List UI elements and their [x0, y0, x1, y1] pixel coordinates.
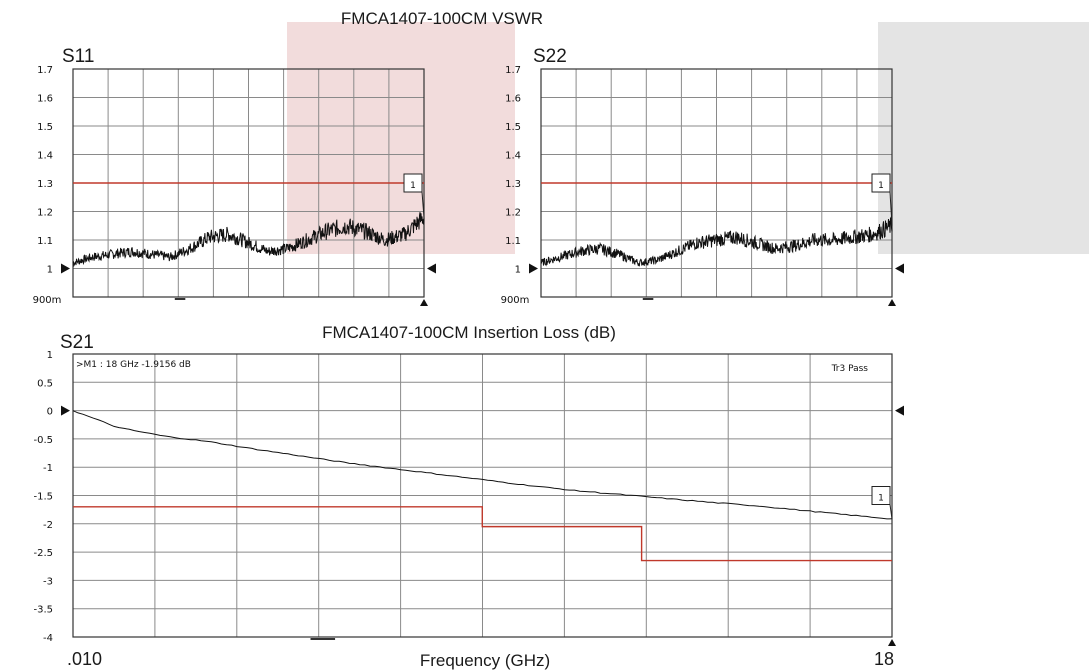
s21-ytick-label: -0.5	[33, 435, 53, 446]
s21-ytick-label: -3.5	[33, 605, 53, 616]
s22-ytick-label: 1	[515, 265, 521, 276]
s11-ytick-label: 1.7	[37, 65, 53, 76]
s21-ytick-label: 0.5	[37, 378, 53, 389]
s21-panel-label: S21	[60, 332, 94, 353]
s22-ytick-label: 1.5	[505, 122, 521, 133]
s21-chart: S21 1 0.5 0 -0.5 -1 -1.5 -2 -2.5 -3 -3.5 -4 1 >M1 : 1…	[33, 332, 904, 669]
s22-marker-label: 1	[878, 181, 884, 191]
s21-plot-frame	[72, 353, 893, 638]
s22-marker-box	[871, 173, 891, 193]
s21-marker-annotation: >M1 : 18 GHz -1.9156 dB	[76, 360, 191, 370]
s21-ytick-label: -1	[43, 463, 53, 474]
s21-trace	[72, 410, 893, 520]
s11-ytick-label: 1.2	[37, 208, 53, 219]
s22-ytick-label: 1.6	[505, 94, 521, 105]
s21-x-stop-label: 18	[874, 649, 894, 669]
s22-left-reference-arrow	[529, 263, 538, 274]
s11-ytick-label: 1.4	[37, 151, 53, 162]
s22-ytick-label: 1.2	[505, 208, 521, 219]
s11-chart: S11 1.7 1.6 1.5 1.4 1.3 1.2 1.1 1 900m 1	[33, 46, 436, 306]
s11-marker-leader	[421, 191, 425, 218]
s11-x-stop-arrow	[420, 299, 428, 306]
insertion-loss-title: FMCA1407-100CM Insertion Loss (dB)	[322, 323, 616, 342]
s11-right-reference-arrow	[427, 263, 436, 274]
s21-ytick-label: -1.5	[33, 492, 53, 503]
s21-right-reference-arrow	[895, 405, 904, 416]
s22-ytick-label: 1.1	[505, 236, 521, 247]
s22-ytick-label: 1.4	[505, 151, 521, 162]
s21-marker-label: 1	[878, 494, 884, 504]
s11-left-reference-arrow	[61, 263, 70, 274]
s11-ytick-label: 1.3	[37, 179, 53, 190]
frequency-axis-label: Frequency (GHz)	[420, 651, 550, 670]
s11-ytick-label: 1	[47, 265, 53, 276]
s11-ytick-label: 1.5	[37, 122, 53, 133]
s22-trace	[540, 215, 893, 267]
s11-ytick-bottom-label: 900m	[33, 295, 62, 306]
s11-marker-label: 1	[410, 181, 416, 191]
s22-x-stop-arrow	[888, 299, 896, 306]
s21-ytick-label: -3	[43, 576, 53, 587]
vswr-title: FMCA1407-100CM VSWR	[341, 9, 543, 28]
s21-ytick-label: 0	[47, 407, 53, 418]
s11-trace	[72, 212, 425, 268]
s22-chart: S22 1.7 1.6 1.5 1.4 1.3 1.2 1.1 1 900m 1	[501, 46, 904, 306]
s21-ytick-label: -2.5	[33, 548, 53, 559]
s11-marker-box	[403, 173, 423, 193]
s21-x-start-label: .010	[67, 649, 102, 669]
s21-x-stop-arrow	[888, 639, 896, 646]
s22-right-reference-arrow	[895, 263, 904, 274]
s22-marker-leader	[889, 191, 893, 226]
s21-pass-status: Tr3 Pass	[831, 364, 869, 374]
s11-ytick-label: 1.1	[37, 236, 53, 247]
s22-ytick-bottom-label: 900m	[501, 295, 530, 306]
s21-marker-box	[871, 486, 891, 505]
s11-panel-label: S11	[62, 46, 94, 67]
s11-highlight-overlay	[287, 22, 515, 254]
s11-ytick-label: 1.6	[37, 94, 53, 105]
s22-panel-label: S22	[533, 46, 567, 67]
s22-ytick-label: 1.7	[505, 65, 521, 76]
s21-ytick-label: -4	[43, 633, 53, 644]
s22-highlight-overlay	[878, 22, 1089, 254]
s22-ytick-label: 1.3	[505, 179, 521, 190]
s21-left-reference-arrow	[61, 405, 70, 416]
s21-marker-leader	[889, 504, 893, 520]
s21-ytick-label: 1	[47, 350, 53, 361]
s21-limit-steps	[73, 506, 892, 562]
s21-ytick-label: -2	[43, 520, 53, 531]
